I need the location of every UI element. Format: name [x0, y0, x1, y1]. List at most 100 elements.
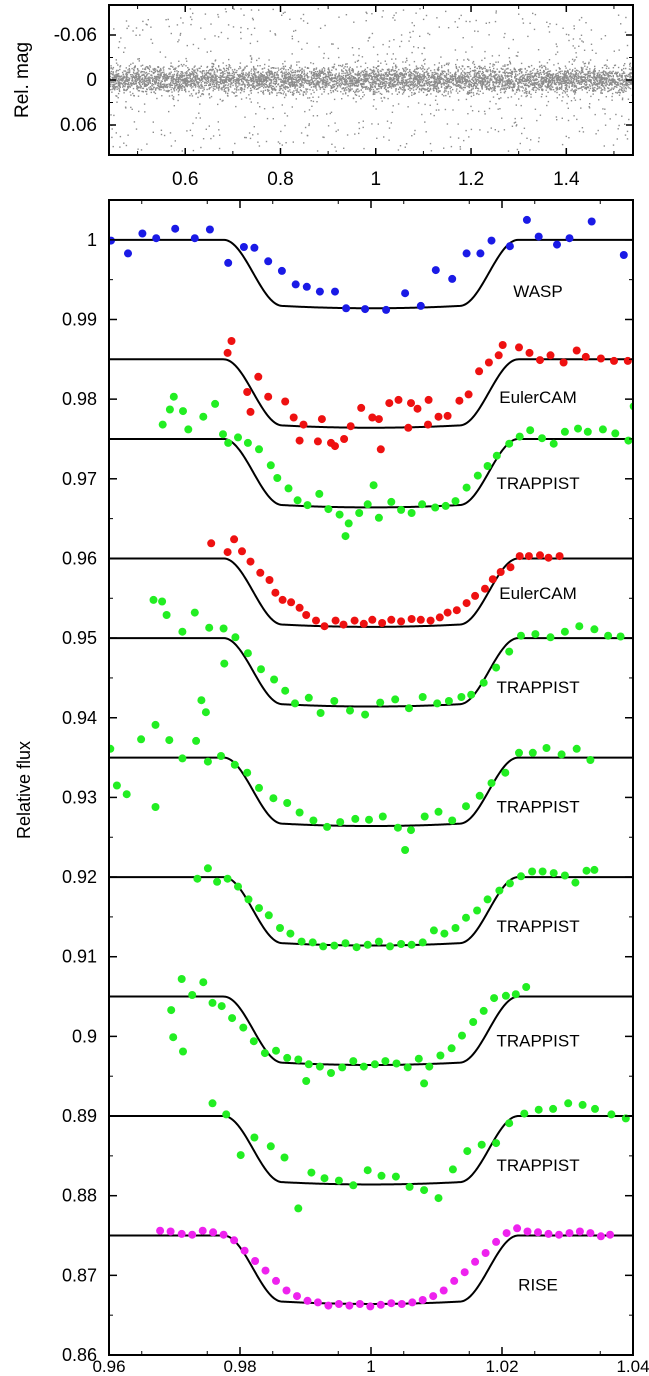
- top-point: [266, 71, 269, 73]
- top-point: [293, 30, 295, 32]
- top-point: [139, 76, 141, 79]
- top-point: [175, 67, 177, 69]
- top-point: [510, 76, 513, 78]
- top-point: [489, 69, 491, 71]
- top-point: [170, 145, 173, 147]
- top-point: [138, 60, 140, 62]
- top-point: [524, 80, 526, 83]
- top-point: [275, 71, 277, 74]
- top-point: [227, 95, 229, 97]
- top-point: [350, 80, 352, 82]
- top-point: [202, 93, 204, 95]
- top-point: [578, 130, 581, 133]
- top-point: [433, 69, 436, 71]
- top-point: [158, 86, 160, 88]
- top-point: [496, 79, 498, 81]
- top-point: [241, 88, 243, 90]
- top-point: [566, 85, 568, 87]
- top-point: [474, 82, 476, 84]
- top-point: [493, 70, 495, 73]
- top-point: [226, 67, 228, 70]
- top-point: [238, 74, 240, 76]
- top-point: [493, 64, 496, 66]
- top-point: [482, 80, 484, 82]
- top-point: [319, 69, 321, 71]
- top-point: [128, 81, 130, 84]
- top-point: [516, 148, 519, 151]
- top-point: [445, 74, 448, 76]
- top-point: [331, 43, 333, 45]
- top-point: [400, 88, 402, 90]
- top-point: [611, 87, 613, 89]
- top-point: [440, 83, 442, 86]
- top-point: [447, 84, 450, 86]
- top-point: [374, 93, 376, 95]
- top-point: [225, 76, 227, 78]
- top-point: [233, 73, 235, 75]
- top-point: [606, 83, 608, 86]
- top-point: [149, 70, 151, 72]
- top-point: [396, 77, 398, 79]
- top-point: [357, 73, 360, 75]
- top-point: [249, 55, 252, 57]
- top-point: [589, 80, 591, 82]
- top-point: [399, 45, 401, 48]
- top-point: [126, 74, 129, 76]
- top-point: [122, 85, 125, 87]
- top-point: [547, 100, 550, 103]
- top-point: [568, 39, 570, 42]
- top-point: [481, 86, 483, 88]
- top-point: [376, 91, 378, 94]
- top-point: [471, 110, 474, 112]
- top-point: [306, 22, 309, 24]
- top-point: [138, 70, 140, 72]
- top-point: [535, 75, 538, 78]
- top-point: [495, 103, 497, 105]
- top-point: [315, 83, 318, 85]
- top-point: [182, 78, 185, 80]
- top-point: [136, 71, 138, 74]
- top-point: [289, 78, 291, 81]
- top-point: [454, 49, 457, 51]
- top-point: [211, 68, 213, 71]
- top-point: [485, 88, 488, 91]
- top-point: [190, 23, 192, 26]
- top-point: [357, 91, 359, 93]
- top-point: [188, 84, 190, 86]
- top-point: [125, 72, 127, 75]
- top-point: [608, 74, 610, 77]
- top-point: [324, 81, 326, 84]
- top-point: [117, 84, 120, 87]
- top-point: [345, 92, 347, 94]
- top-point: [526, 90, 528, 93]
- top-point: [244, 76, 246, 79]
- top-point: [418, 91, 420, 93]
- top-point: [624, 75, 626, 77]
- top-point: [387, 87, 389, 89]
- top-point: [368, 75, 371, 77]
- top-point: [357, 79, 360, 82]
- top-point: [569, 68, 571, 71]
- top-point: [401, 89, 404, 91]
- top-point: [323, 67, 325, 69]
- top-point: [238, 74, 241, 76]
- top-point: [196, 72, 198, 75]
- top-point: [181, 87, 183, 90]
- top-point: [582, 71, 584, 73]
- top-point: [133, 121, 136, 123]
- top-point: [419, 35, 421, 37]
- top-point: [615, 72, 617, 75]
- top-point: [616, 84, 618, 86]
- top-point: [290, 91, 292, 93]
- top-point: [545, 72, 547, 74]
- top-point: [165, 76, 167, 79]
- top-point: [533, 83, 535, 85]
- top-point: [488, 21, 491, 24]
- top-point: [158, 88, 160, 90]
- top-point: [618, 78, 620, 80]
- top-point: [172, 96, 175, 98]
- top-point: [493, 89, 496, 91]
- top-point: [349, 77, 351, 80]
- top-point: [628, 68, 631, 70]
- top-point: [380, 73, 382, 75]
